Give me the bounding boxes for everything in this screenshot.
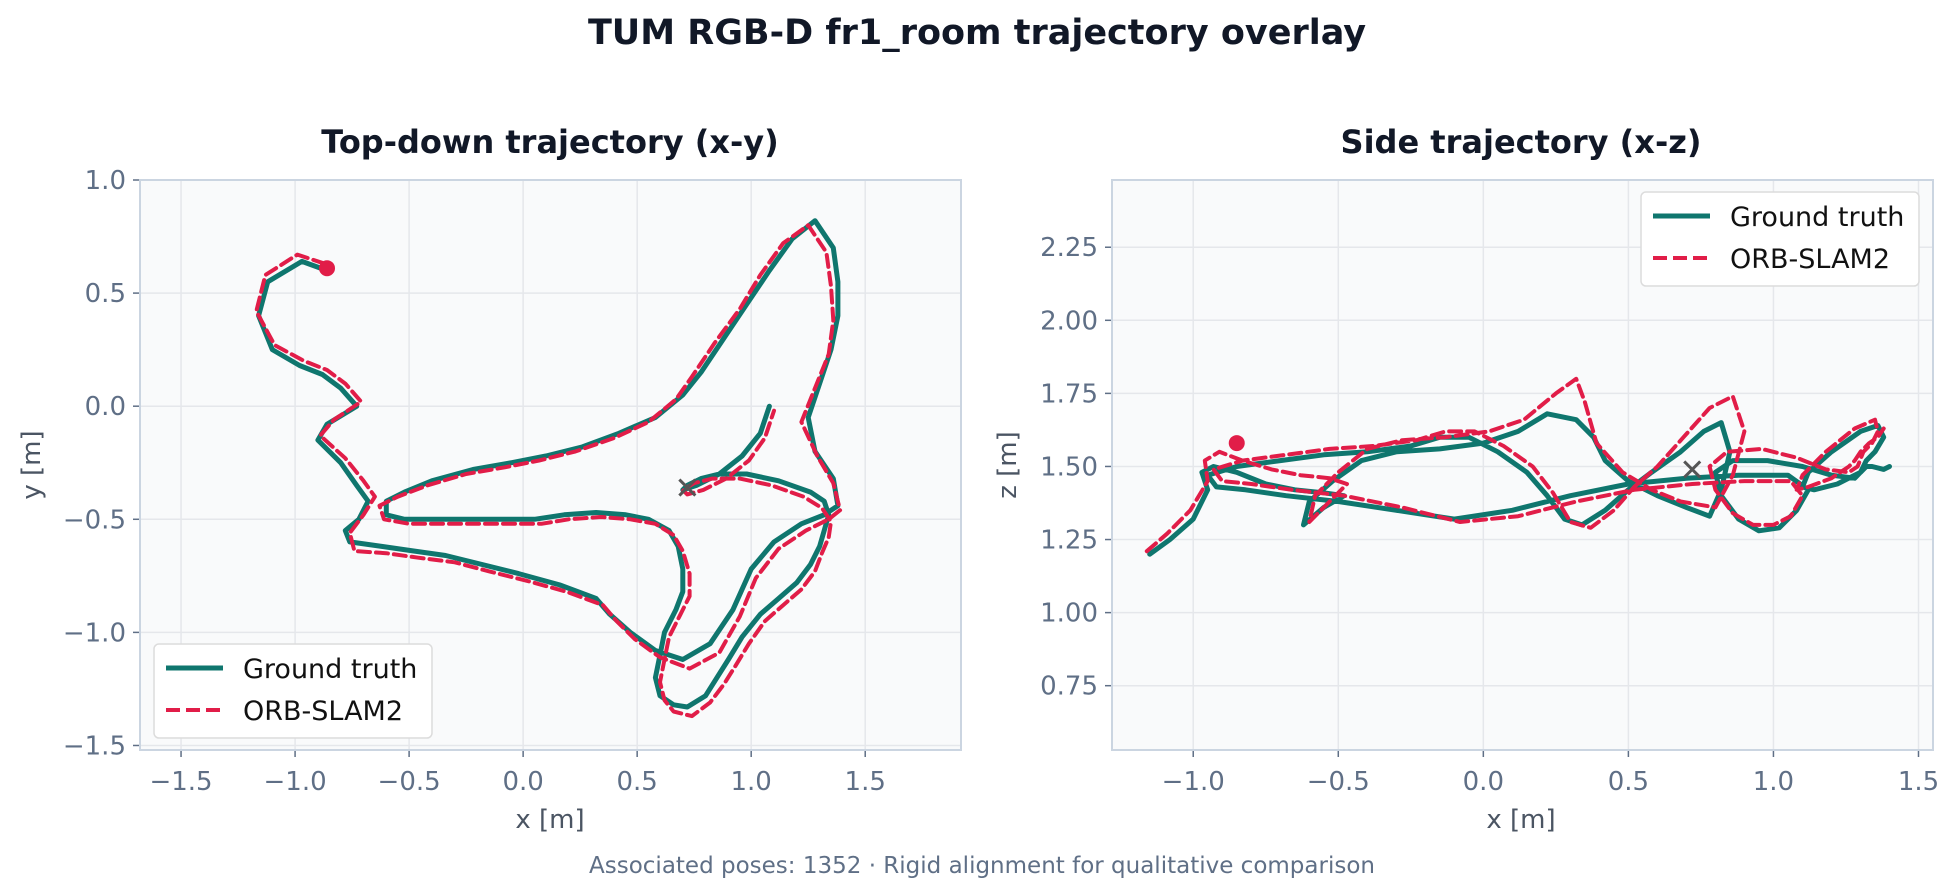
legend-box-side [1640, 191, 1920, 287]
y-tick-label: 1.00 [1040, 599, 1098, 629]
x-tick-label: 0.5 [1608, 767, 1649, 797]
legend-label-ground-truth: Ground truth [243, 654, 417, 685]
y-tick-label: 1.50 [1040, 452, 1098, 482]
legend-top-down: Ground truth ORB-SLAM2 [153, 643, 433, 739]
y-tick-label: −1.5 [63, 731, 126, 761]
panel-top-down: Top-down trajectory (x-y) −1.5 −1.0 −0.5 0.… [17, 123, 962, 835]
panel-side: Side trajectory (x-z) −1.0 −0.5 0.0 0.5 1.0 1… [993, 123, 1939, 835]
legend-label-ground-truth: Ground truth [1730, 202, 1904, 233]
panel-title-top-down: Top-down trajectory (x-y) [321, 123, 779, 161]
x-axis-label-top-down: x [m] [515, 805, 584, 835]
x-tick-label: −1.0 [1162, 767, 1225, 797]
x-tick-label: 0.5 [616, 767, 657, 797]
y-tick-label: 2.00 [1040, 306, 1098, 336]
x-axis-label-side: x [m] [1486, 805, 1555, 835]
y-tick-label: 2.25 [1040, 233, 1098, 263]
spine-top-down [139, 179, 962, 751]
x-tick-label: 0.0 [1463, 767, 1504, 797]
start-marker [319, 260, 336, 277]
x-tick-label: 0.0 [502, 767, 543, 797]
ticks-top-down: −1.5 −1.0 −0.5 0.0 0.5 1.0 1.5 −1.5 −1.0 −0.5 0.0 0… [63, 166, 886, 797]
series-side [1144, 376, 1892, 557]
x-tick-label: −0.5 [378, 767, 441, 797]
spine-side [1111, 179, 1934, 751]
end-marker [678, 478, 697, 497]
y-tick-label: 0.5 [85, 279, 126, 309]
x-tick-label: −1.0 [264, 767, 327, 797]
legend-side: Ground truth ORB-SLAM2 [1640, 191, 1920, 287]
y-axis-label-top-down: y [m] [17, 430, 47, 499]
series-line-ground-truth [256, 218, 841, 710]
end-marker [1683, 460, 1702, 479]
y-tick-label: 1.75 [1040, 379, 1098, 409]
x-tick-label: −1.5 [149, 767, 212, 797]
y-tick-label: −0.5 [63, 505, 126, 535]
ticks-side: −1.0 −0.5 0.0 0.5 1.0 1.5 0.75 1.00 1.25 1.50 1.75… [1040, 233, 1939, 797]
y-tick-label: 1.25 [1040, 526, 1098, 556]
y-axis-label-side: z [m] [993, 431, 1023, 499]
series-line-ground-truth [1147, 411, 1892, 557]
panel-title-side: Side trajectory (x-z) [1341, 123, 1702, 161]
y-tick-label: 0.75 [1040, 672, 1098, 702]
figure-title: TUM RGB-D fr1_room trajectory overlay [588, 13, 1366, 53]
series-line-orb-slam2 [1144, 376, 1886, 554]
series-line-orb-slam2 [254, 223, 843, 719]
series-top-down [254, 218, 843, 719]
x-tick-label: 1.5 [845, 767, 886, 797]
legend-box-top-down [153, 643, 433, 739]
y-tick-label: 0.0 [85, 392, 126, 422]
legend-label-orb-slam2: ORB-SLAM2 [243, 696, 403, 727]
legend-label-orb-slam2: ORB-SLAM2 [1730, 244, 1890, 275]
y-tick-label: 1.0 [85, 166, 126, 196]
x-tick-label: 1.0 [1753, 767, 1794, 797]
start-marker [1228, 435, 1245, 452]
x-tick-label: −0.5 [1307, 767, 1370, 797]
footnote: Associated poses: 1352 · Rigid alignment… [589, 853, 1375, 879]
x-tick-label: 1.0 [731, 767, 772, 797]
y-tick-label: −1.0 [63, 618, 126, 648]
x-tick-label: 1.5 [1898, 767, 1939, 797]
